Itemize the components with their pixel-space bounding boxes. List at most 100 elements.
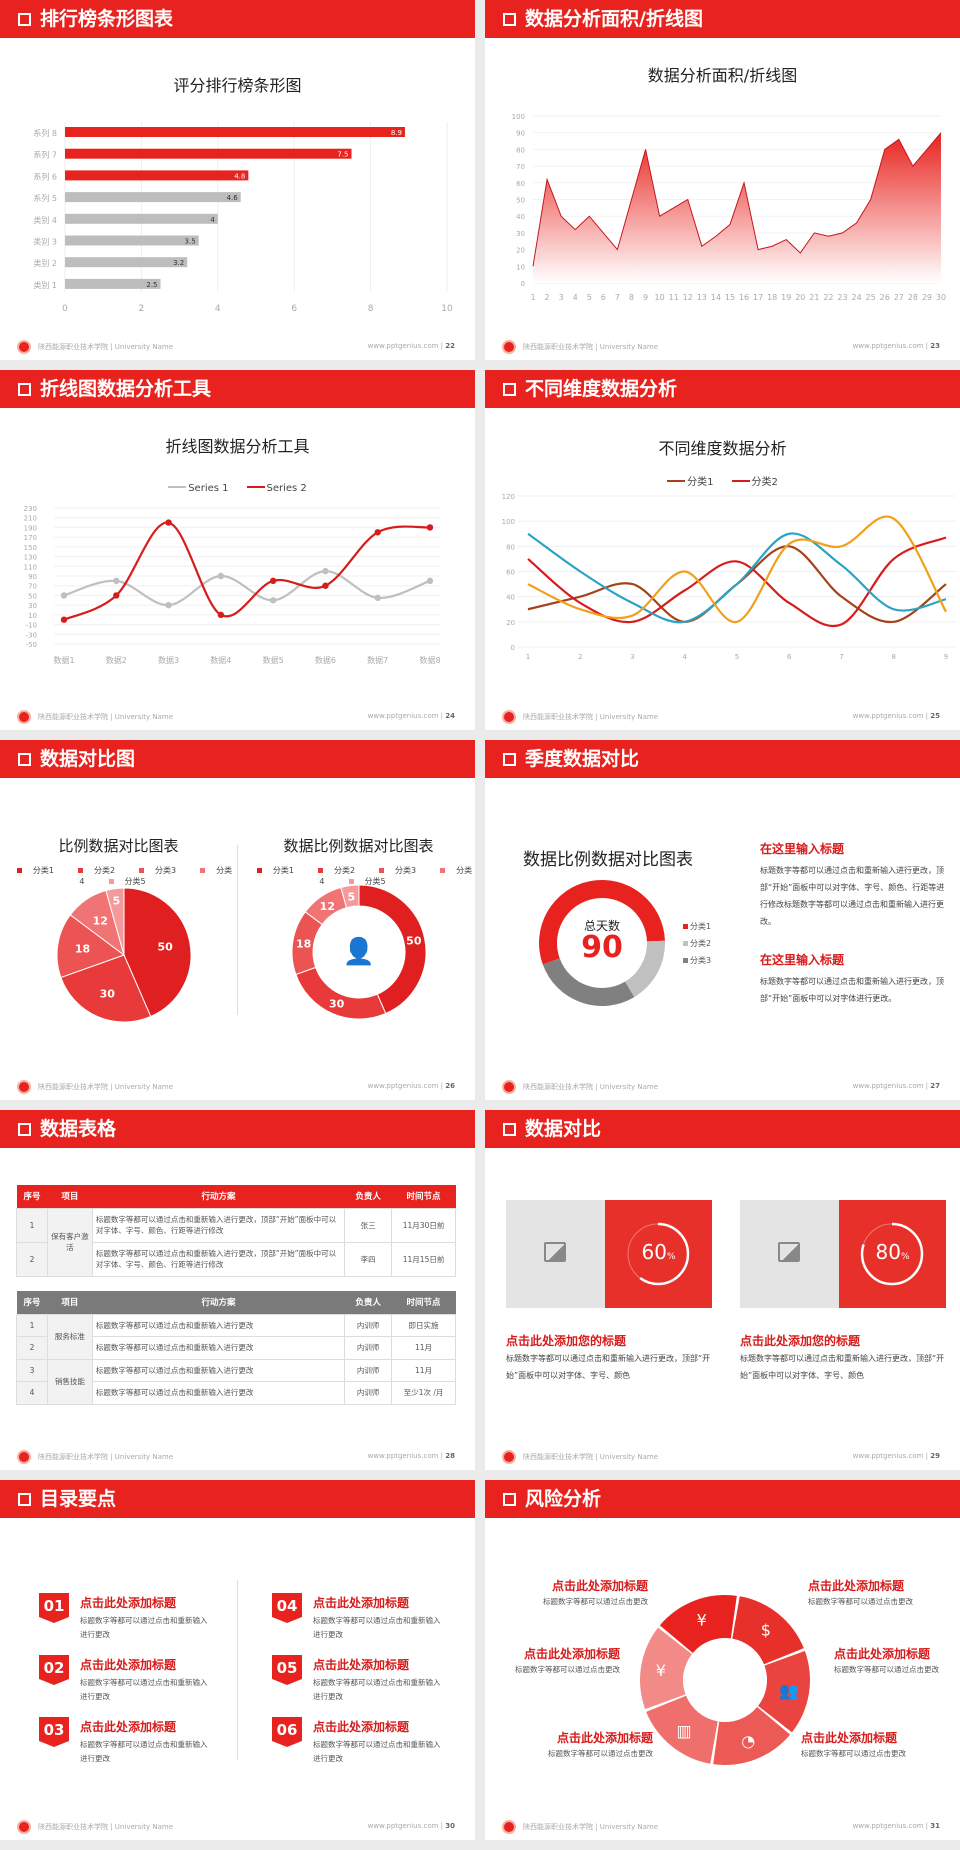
card-text: 标题数字等都可以通过点击和重新输入进行更改，顶部“开始”面板中可以对字体、字号、… <box>506 1354 711 1380</box>
footer-school: 陕西能源职业技术学院 | University Name <box>38 343 173 351</box>
x-tick-label: 5 <box>735 653 739 661</box>
table-header-row: 序号 项目 行动方案 负责人 时间节点 <box>16 1291 456 1314</box>
data-point <box>165 601 172 609</box>
legend-swatch <box>667 480 686 482</box>
legend-item: 分类2 <box>683 938 711 949</box>
cell-time: 11月 <box>391 1358 456 1382</box>
legend-item: 分类4 <box>319 866 472 886</box>
page-number: 26 <box>445 1082 455 1090</box>
bar-value-label: 7.5 <box>337 151 348 159</box>
legend-swatch <box>683 941 688 946</box>
page-number: 28 <box>445 1452 455 1460</box>
column-header: 项目 <box>61 1192 79 1203</box>
item-text: 标题数字等都可以通过点击和重新输入进行更改 <box>313 1678 441 1701</box>
slide-header: 数据表格 <box>0 1110 475 1148</box>
donut-segment <box>539 880 665 965</box>
checkbox-square-icon <box>503 1123 516 1136</box>
y-tick-label: 类别 4 <box>33 215 57 225</box>
cell-plan: 标题数字等都可以通过点击和重新输入进行更改，顶部“开始”面板中可以对字体、字号、… <box>91 1241 346 1277</box>
add-image-icon <box>778 1242 800 1262</box>
table-header-row: 序号 项目 行动方案 负责人 时间节点 <box>16 1185 456 1208</box>
legend-item: 分类1 <box>683 921 711 932</box>
cell-time: 11月15日前 <box>391 1241 456 1277</box>
checkbox-square-icon <box>503 383 516 396</box>
x-tick-label: 6 <box>787 653 792 661</box>
y-tick-label: 210 <box>24 515 37 523</box>
y-tick-label: 系列 7 <box>33 150 57 160</box>
legend-item: 分类1 <box>8 866 63 875</box>
footer-sep: | <box>438 1452 446 1460</box>
school-logo-icon <box>502 340 516 354</box>
slide-31: 风险分析 陕西能源职业技术学院 | University Name www.pptg… <box>485 1480 960 1840</box>
legend-label: 分类2 <box>751 477 778 488</box>
x-tick-label: 27 <box>894 293 904 302</box>
segment-text: 标题数字等都可以通过点击更改 <box>801 1749 906 1758</box>
legend-label: 分类3 <box>155 866 177 875</box>
item-text: 标题数字等都可以通过点击和重新输入进行更改 <box>80 1616 208 1639</box>
data-point <box>113 592 120 599</box>
y-tick-label: 70 <box>28 583 37 591</box>
progress-arc <box>626 1222 690 1286</box>
x-tick-label: 1 <box>530 293 535 302</box>
legend-item: 分类3 <box>130 866 185 875</box>
legend-item: Series 1 <box>168 483 229 494</box>
data-point <box>269 597 277 604</box>
column-header: 时间节点 <box>406 1192 441 1203</box>
data-point <box>217 611 225 619</box>
legend-item: 分类1 <box>248 866 303 875</box>
x-tick-label: 4 <box>683 653 688 661</box>
chart-title: 比例数据对比图表 <box>58 837 179 855</box>
legend-swatch <box>200 868 206 873</box>
x-tick-label: 25 <box>866 293 876 302</box>
image-placeholder[interactable] <box>506 1200 605 1308</box>
bar <box>65 213 218 224</box>
footer-sep: | <box>438 1822 446 1830</box>
chart-title: 数据比例数据对比图表 <box>283 837 434 855</box>
footer-url: www.pptgenius.com <box>367 342 439 350</box>
slice-label: 18 <box>75 943 90 956</box>
table-row: 1 服务标准 标题数字等都可以通过点击和重新输入进行更改 内训师 即日实施 <box>16 1313 456 1360</box>
series-line <box>527 515 947 623</box>
page-number: 24 <box>445 712 455 720</box>
legend-item: Series 2 <box>246 483 307 494</box>
bar <box>65 278 161 289</box>
y-tick-label: 170 <box>24 534 37 542</box>
data-point <box>374 529 381 536</box>
action-table-1: 序号 项目 行动方案 负责人 时间节点 1 保有客户激活 标题数字等都可以通过点击和重新输入进… <box>16 1185 456 1277</box>
y-tick-label: 90 <box>28 573 37 581</box>
legend-label: 分类2 <box>333 866 356 875</box>
number-badge: 02 <box>39 1655 69 1685</box>
chart-svg: 0 2 4 6 8 10 系列 8 8.9 系列 7 7.5 系列 6 4.8 系列 5 4.6 类别 4 4… <box>33 122 453 314</box>
action-table-2: 序号 项目 行动方案 负责人 时间节点 1 服务标准 标题数字等都可以通过点击和重新输入进行更… <box>16 1291 456 1405</box>
table-row: 2 标题数字等都可以通过点击和重新输入进行更改 内训师 11月 <box>16 1336 456 1360</box>
image-placeholder[interactable] <box>740 1200 839 1308</box>
x-tick-label: 2 <box>578 653 582 661</box>
segment-text: 标题数字等都可以通过点击更改 <box>808 1597 913 1606</box>
x-tick-label: 数据5 <box>263 655 284 665</box>
footer-site: www.pptgenius.com | 24 <box>368 712 455 720</box>
x-tick-label: 7 <box>615 293 620 302</box>
page-number: 29 <box>930 1452 940 1460</box>
legend-label: 分类1 <box>32 866 54 875</box>
bar-value-label: 4 <box>210 216 215 224</box>
pie-slice <box>123 887 192 1018</box>
cell-time: 即日实施 <box>391 1313 456 1337</box>
footer-school: 陕西能源职业技术学院 | University Name <box>523 343 658 351</box>
x-tick-label: 3 <box>630 653 634 661</box>
x-tick-label: 数据4 <box>210 655 231 665</box>
y-tick-label: 50 <box>516 197 525 205</box>
pie-slice <box>295 966 387 1020</box>
bar-value-label: 4.6 <box>227 194 239 202</box>
slide-header: 排行榜条形图表 <box>0 0 475 38</box>
y-tick-label: 0 <box>521 280 525 288</box>
cycle-segment <box>713 1706 791 1765</box>
percent-number: 80 <box>875 1240 901 1264</box>
y-tick-label: 130 <box>24 554 37 562</box>
number-badge: 06 <box>272 1717 302 1747</box>
slide-25: 不同维度数据分析 陕西能源职业技术学院 | University Name www.… <box>485 370 960 730</box>
donut-center-label: 总天数 <box>583 919 620 933</box>
x-tick-label: 6 <box>291 304 297 314</box>
segment-text: 标题数字等都可以通过点击更改 <box>834 1665 939 1674</box>
x-tick-label: 10 <box>655 293 665 302</box>
table-row: 1 保有客户激活 标题数字等都可以通过点击和重新输入进行更改，顶部“开始”面板中可以… <box>16 1207 456 1277</box>
